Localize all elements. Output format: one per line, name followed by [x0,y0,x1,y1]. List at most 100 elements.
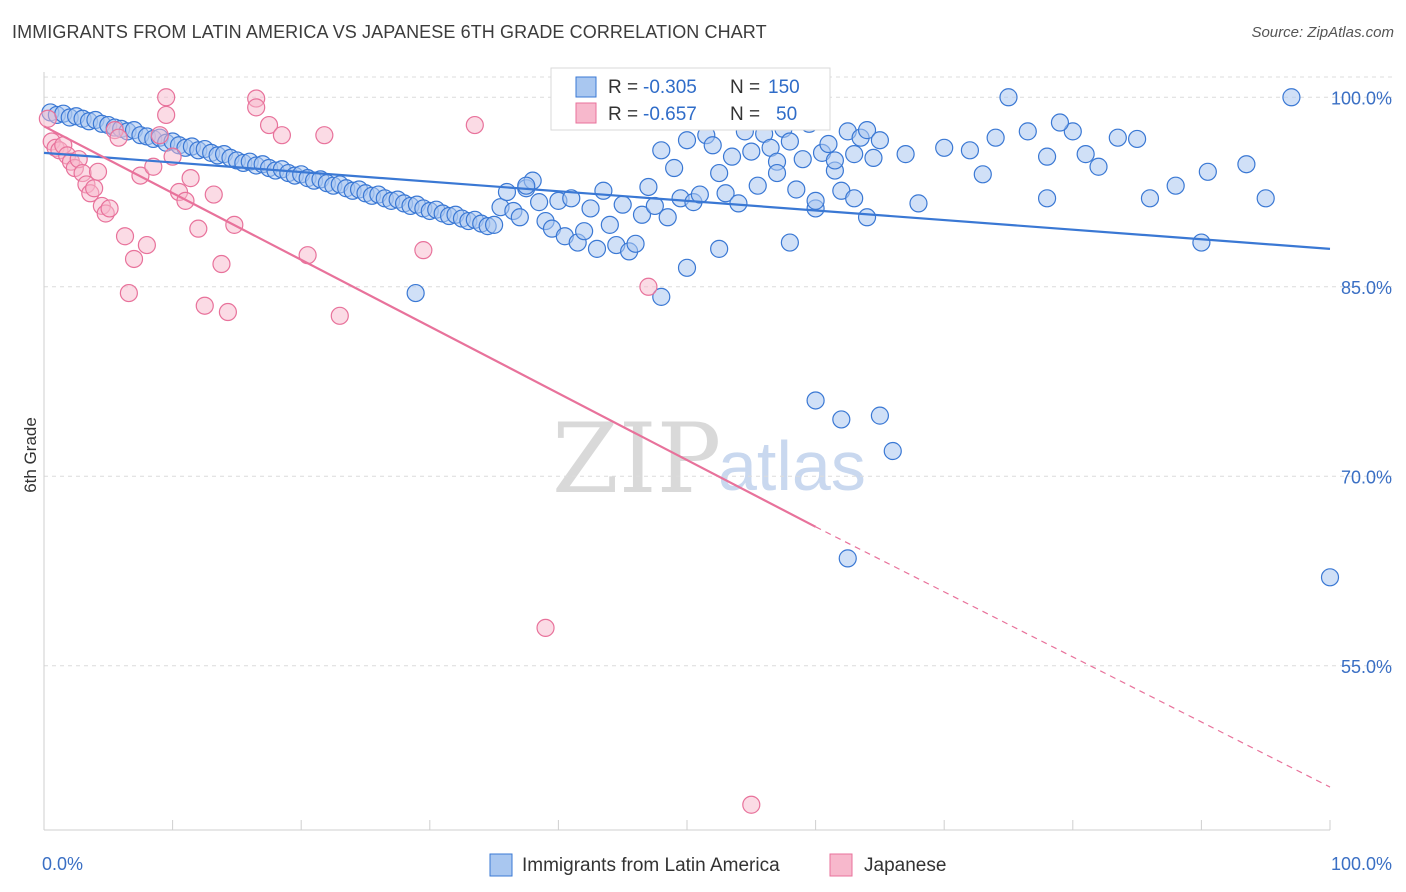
point-latin-america [594,181,613,200]
stats-legend: R = -0.305 N = 150 R = -0.657 N = 50 [550,67,831,131]
point-latin-america [973,165,992,184]
point-latin-america [999,88,1018,107]
watermark-atlas: atlas [718,427,866,505]
point-japanese [330,306,349,325]
point-japanese [639,277,658,296]
legend-n-label-1: N = [730,77,760,98]
point-latin-america [652,287,671,306]
series-latin-america [41,88,1340,587]
point-latin-america [845,145,864,164]
point-latin-america [632,205,652,224]
point-latin-america [935,138,954,157]
point-latin-america [626,234,645,253]
point-latin-america [825,151,844,170]
point-japanese [315,126,334,145]
trend-line-japanese [43,125,817,528]
point-latin-america [613,195,632,214]
point-japanese [536,618,555,637]
point-japanese [218,302,237,322]
point-japanese [119,283,138,303]
y-tick-label: 70.0% [1341,467,1392,487]
series-japanese [38,88,761,814]
point-latin-america [1192,233,1211,252]
point-latin-america [838,549,857,568]
point-japanese [137,235,156,255]
axes [43,72,1331,831]
point-japanese [38,109,57,128]
point-latin-america [787,180,806,199]
point-latin-america [1089,157,1108,176]
chart-title: IMMIGRANTS FROM LATIN AMERICA VS JAPANES… [12,22,767,42]
point-japanese [247,98,266,117]
point-japanese [212,254,231,274]
point-latin-america [510,208,529,227]
trend-line-japanese-extrapolated [815,526,1331,788]
point-latin-america [780,233,799,252]
point-latin-america [986,128,1005,147]
point-japanese [115,227,135,246]
point-latin-america [1050,113,1070,132]
point-latin-america [710,163,729,183]
point-latin-america [819,134,838,154]
point-latin-america [909,194,928,213]
legend-r-label-1: R = [608,77,638,98]
watermark-zip: ZIP [552,403,721,515]
point-latin-america [587,239,607,258]
series-legend: Immigrants from Latin America Japanese [489,853,946,877]
legend-swatch-latin-america [489,853,513,877]
point-latin-america [857,208,877,227]
point-latin-america [1237,155,1256,174]
point-japanese [109,128,128,147]
point-latin-america [1108,128,1127,147]
tick-labels: 100.0% 85.0% 70.0% 55.0% 0.0% 100.0% [42,88,1392,874]
point-latin-america [485,215,504,234]
legend-n-value-2: 50 [776,104,797,125]
trend-lines [43,125,1331,788]
point-latin-america [1018,122,1037,141]
point-japanese [742,795,761,814]
point-latin-america [864,148,883,168]
point-latin-america [832,410,851,429]
point-latin-america [806,191,825,210]
legend-swatch-blue [575,76,597,98]
point-latin-america [1166,176,1185,195]
point-latin-america [845,189,864,208]
y-tick-label: 85.0% [1341,278,1392,298]
y-axis-title: 6th Grade [21,417,40,493]
point-latin-america [575,222,594,241]
point-latin-america [806,391,825,410]
legend-r-label-2: R = [608,104,638,125]
point-japanese [181,169,200,188]
source-label: Source: ZipAtlas.com [1251,24,1394,41]
point-latin-america [1037,189,1057,208]
point-japanese [85,179,104,198]
point-japanese [124,249,144,269]
legend-label-japanese: Japanese [864,855,946,876]
point-latin-america [870,131,890,150]
point-latin-america [1140,189,1160,208]
legend-swatch-japanese [829,853,853,877]
point-japanese [157,88,176,107]
point-latin-america [1320,568,1340,587]
point-latin-america [665,158,684,178]
point-latin-america [1037,147,1057,166]
point-japanese [163,147,182,166]
legend-r-value-2: -0.657 [643,104,697,125]
point-latin-america [562,189,581,208]
point-japanese [465,115,484,135]
trend-line-latin-america [43,151,1331,250]
point-japanese [259,115,279,135]
legend-swatch-pink [575,102,597,124]
point-latin-america [658,208,677,227]
point-latin-america [1282,88,1301,107]
x-tick-label-max: 100.0% [1331,854,1392,874]
point-japanese [414,241,433,260]
point-japanese [195,296,214,315]
point-latin-america [780,132,799,151]
y-tick-label: 55.0% [1341,657,1392,677]
x-tick-label-min: 0.0% [42,854,83,874]
point-latin-america [1076,145,1095,164]
point-latin-america [639,177,658,197]
point-latin-america [857,121,877,140]
